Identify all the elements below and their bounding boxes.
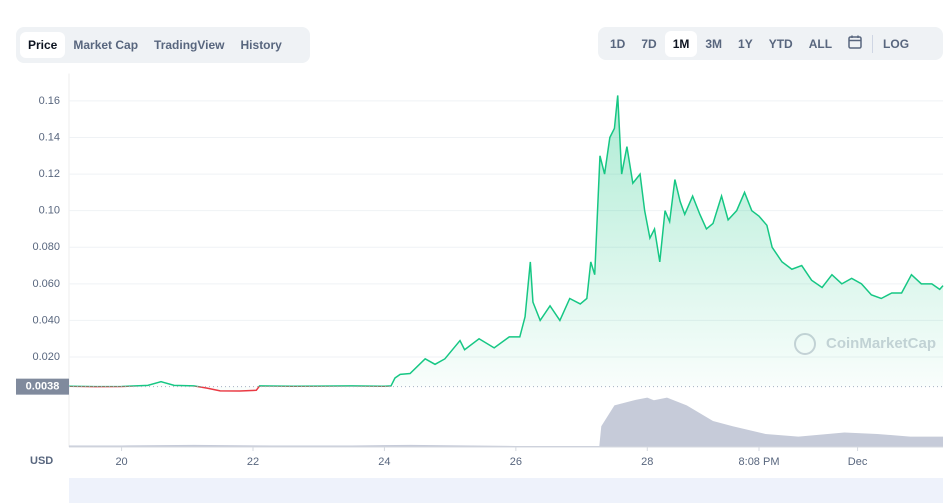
range-button[interactable]: 1M xyxy=(664,30,698,57)
x-tick-label: 24 xyxy=(378,456,390,468)
x-tick-label: 22 xyxy=(247,456,259,468)
range-bar: 1D 7D 1M 3M 1Y YTD ALL LOG xyxy=(598,27,943,60)
y-tick-label: 0.10 xyxy=(39,205,60,217)
range-button[interactable]: 1Y xyxy=(738,36,753,51)
range-button[interactable]: 1D xyxy=(610,36,626,51)
y-tick-label: 0.060 xyxy=(32,278,60,290)
x-tick-label: 28 xyxy=(641,456,653,468)
x-tick-label: Dec xyxy=(848,456,868,468)
range-button[interactable]: 7D xyxy=(641,36,657,51)
price-line xyxy=(68,95,944,392)
y-tick-label: 0.16 xyxy=(39,95,60,107)
log-button[interactable]: LOG xyxy=(883,36,910,51)
calendar-icon xyxy=(848,35,862,49)
y-tick-label: 0.080 xyxy=(32,241,60,253)
y-tick-label: 0.14 xyxy=(39,131,60,143)
x-tick-label: 20 xyxy=(115,456,127,468)
calendar-button[interactable] xyxy=(840,29,870,58)
y-tick-label: 0.020 xyxy=(32,351,60,363)
tab[interactable]: TradingView xyxy=(154,38,225,52)
tab-bar: Price Market Cap TradingView History xyxy=(16,27,310,63)
x-tick-label: 8:08 PM xyxy=(739,456,780,468)
baseline-label: 0.0038 xyxy=(26,381,60,393)
baseline-label-box xyxy=(16,378,69,395)
range-button[interactable]: 3M xyxy=(705,36,723,51)
navigator xyxy=(69,478,943,503)
range-button[interactable]: YTD xyxy=(768,36,793,51)
y-tick-label: 0.040 xyxy=(32,314,60,326)
tab[interactable]: Market Cap xyxy=(73,38,139,52)
separator xyxy=(872,34,874,53)
volume-area xyxy=(69,397,943,447)
tab[interactable]: Price xyxy=(20,32,66,58)
price-area xyxy=(69,95,943,392)
range-button[interactable]: ALL xyxy=(808,36,833,51)
y-tick-label: 0.12 xyxy=(39,168,60,180)
x-tick-label: 26 xyxy=(510,456,522,468)
currency-label: USD xyxy=(30,455,53,467)
tab[interactable]: History xyxy=(240,38,282,52)
